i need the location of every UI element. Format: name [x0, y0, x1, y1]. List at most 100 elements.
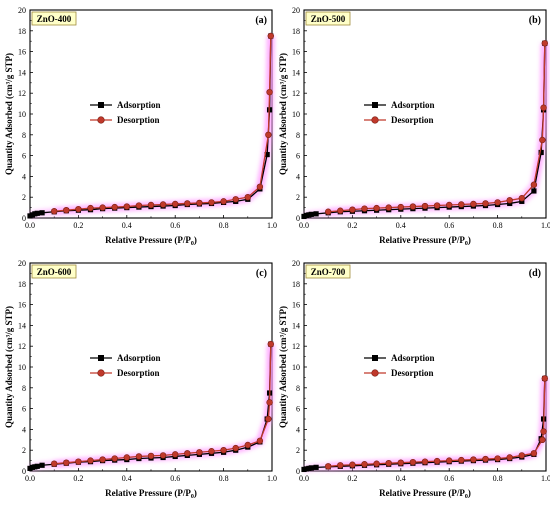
- desorption-point: [172, 451, 179, 458]
- desorption-point: [244, 441, 252, 449]
- desorption-point: [220, 198, 227, 205]
- panel-tag: ZnO-400: [37, 14, 72, 24]
- series-line-adsorption: [29, 35, 272, 217]
- y-tick-label: 16: [292, 301, 300, 310]
- panel-tag: ZnO-500: [311, 14, 346, 24]
- desorption-point: [446, 201, 453, 209]
- desorption-point: [540, 104, 547, 111]
- y-tick-label: 12: [18, 89, 26, 98]
- panel-tag: ZnO-600: [37, 267, 72, 277]
- y-tick-label: 18: [18, 280, 26, 289]
- y-tick-label: 6: [296, 405, 300, 414]
- desorption-point: [540, 428, 547, 435]
- y-tick-label: 16: [18, 301, 26, 310]
- y-tick-label: 0: [22, 214, 26, 223]
- series-line-desorption: [328, 378, 546, 467]
- adsorption-point: [308, 211, 314, 217]
- desorption-point: [232, 444, 239, 452]
- x-tick-label: 1.0: [541, 221, 550, 230]
- x-tick-label: 0.0: [299, 474, 309, 483]
- x-tick-label: 0.0: [25, 221, 35, 230]
- x-tick-label: 0.6: [444, 474, 454, 483]
- adsorption-point: [34, 463, 40, 469]
- desorption-point: [87, 204, 94, 212]
- series-glow: [28, 35, 275, 220]
- y-tick-label: 14: [18, 68, 26, 77]
- panel-tag-box: [305, 264, 351, 279]
- desorption-point: [337, 462, 344, 469]
- y-axis-label: Quantity Adsorbed (cm³/g STP): [4, 306, 14, 428]
- desorption-point: [267, 32, 274, 40]
- desorption-point: [458, 201, 465, 208]
- y-tick-label: 8: [22, 131, 26, 140]
- desorption-point: [385, 460, 392, 467]
- y-tick-label: 18: [292, 27, 300, 36]
- desorption-point: [530, 450, 538, 457]
- desorption-point: [397, 459, 404, 466]
- desorption-point: [135, 202, 143, 209]
- legend-label-desorption: Desorption: [391, 368, 434, 378]
- desorption-point: [50, 460, 58, 467]
- panel-tag: ZnO-700: [311, 267, 346, 277]
- x-tick-label: 0.2: [73, 474, 83, 483]
- x-tick-label: 0.0: [299, 221, 309, 230]
- adsorption-point: [39, 210, 45, 216]
- desorption-point: [244, 194, 252, 201]
- desorption-point: [159, 201, 167, 208]
- desorption-point: [433, 457, 441, 465]
- y-tick-label: 20: [292, 259, 300, 268]
- desorption-point: [421, 202, 429, 210]
- desorption-point: [518, 452, 525, 459]
- y-tick-label: 20: [18, 6, 26, 15]
- desorption-point: [530, 181, 538, 188]
- desorption-point: [63, 207, 70, 214]
- legend-square-marker: [372, 102, 378, 108]
- desorption-point: [265, 415, 272, 423]
- desorption-point: [256, 183, 264, 191]
- x-tick-label: 0.6: [444, 221, 454, 230]
- desorption-point: [373, 460, 380, 467]
- panel-c: 0 2 4 6 8 10 12 14 16 18 20 0.0 0.2 0.4 0.6 0.8 1.0 Relat…: [4, 259, 277, 500]
- y-tick-label: 6: [296, 152, 300, 161]
- desorption-point: [196, 199, 203, 207]
- desorption-point: [433, 202, 441, 209]
- x-tick-label: 0.2: [347, 474, 357, 483]
- y-tick-label: 2: [296, 193, 300, 202]
- desorption-point: [208, 448, 215, 455]
- x-tick-label: 1.0: [541, 474, 550, 483]
- desorption-point: [458, 456, 465, 464]
- y-tick-label: 10: [18, 363, 26, 372]
- desorption-point: [446, 457, 453, 464]
- series-glow: [53, 344, 275, 468]
- panel-letter: (a): [255, 15, 267, 26]
- x-tick-label: 0.4: [396, 474, 406, 483]
- y-tick-label: 4: [296, 425, 300, 434]
- x-tick-label: 0.8: [219, 221, 229, 230]
- desorption-point: [256, 437, 264, 445]
- desorption-point: [208, 199, 215, 206]
- desorption-point: [232, 196, 239, 203]
- desorption-point: [470, 200, 477, 208]
- desorption-point: [75, 458, 82, 465]
- x-tick-label: 0.0: [25, 474, 35, 483]
- y-tick-label: 0: [296, 214, 300, 223]
- desorption-point: [349, 461, 356, 468]
- panel-b: 0 2 4 6 8 10 12 14 16 18 20 0.0 0.2 0.4 0.6 0.8 1.0 Relat…: [278, 6, 550, 247]
- adsorption-point: [39, 462, 45, 468]
- y-tick-label: 12: [18, 342, 26, 351]
- desorption-point: [50, 208, 58, 215]
- x-axis-label: Relative Pressure (P/P0): [105, 235, 197, 247]
- panel-d: 0 2 4 6 8 10 12 14 16 18 20 0.0 0.2 0.4 0.6 0.8 1.0 Relat…: [278, 259, 550, 500]
- x-axis-label: Relative Pressure (P/P0): [379, 488, 471, 500]
- adsorption-point: [538, 149, 544, 156]
- y-tick-label: 8: [296, 131, 300, 140]
- legend-label-adsorption: Adsorption: [117, 100, 161, 110]
- y-tick-label: 2: [22, 193, 26, 202]
- y-tick-label: 12: [292, 89, 300, 98]
- x-tick-label: 0.4: [122, 474, 132, 483]
- series-glow: [53, 35, 275, 215]
- legend-circle-marker: [371, 116, 379, 124]
- x-tick-label: 0.8: [219, 474, 229, 483]
- y-tick-label: 16: [292, 48, 300, 57]
- legend-label-adsorption: Adsorption: [391, 100, 435, 110]
